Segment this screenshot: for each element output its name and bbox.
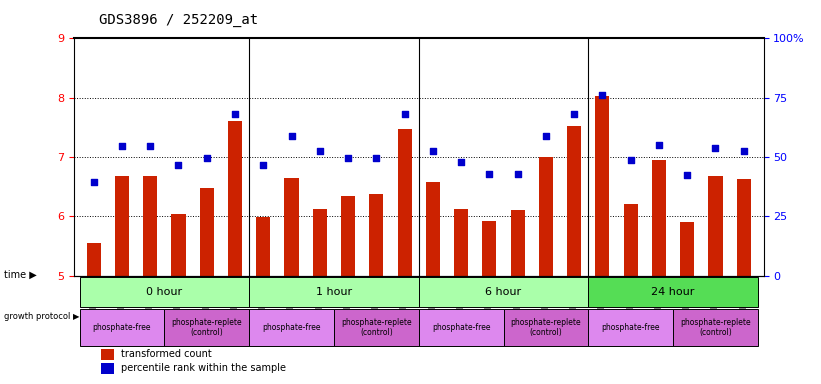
- Bar: [369, 194, 383, 276]
- Bar: [115, 176, 129, 276]
- Bar: [454, 209, 468, 276]
- Bar: [511, 210, 525, 276]
- Text: 1 hour: 1 hour: [316, 287, 352, 297]
- Text: 24 hour: 24 hour: [651, 287, 695, 297]
- Point: [511, 170, 524, 177]
- Point: [87, 179, 100, 185]
- Bar: [313, 209, 327, 276]
- Point: [567, 111, 580, 118]
- Bar: [482, 221, 497, 276]
- Bar: [419, 277, 589, 306]
- Point: [228, 111, 241, 118]
- Bar: [80, 309, 164, 346]
- Bar: [680, 222, 695, 276]
- Bar: [228, 121, 242, 276]
- Text: phosphate-replete
(control): phosphate-replete (control): [511, 318, 581, 337]
- Point: [116, 143, 129, 149]
- Point: [596, 92, 609, 98]
- Point: [257, 162, 270, 168]
- Text: phosphate-free: phosphate-free: [602, 323, 660, 332]
- Text: transformed count: transformed count: [121, 349, 212, 359]
- Point: [398, 111, 411, 118]
- Bar: [200, 188, 213, 276]
- Bar: [284, 178, 299, 276]
- Point: [539, 133, 553, 139]
- Text: 0 hour: 0 hour: [146, 287, 182, 297]
- Point: [455, 159, 468, 165]
- Point: [709, 145, 722, 151]
- Text: phosphate-free: phosphate-free: [262, 323, 321, 332]
- Bar: [341, 195, 355, 276]
- Bar: [652, 160, 666, 276]
- Bar: [419, 309, 503, 346]
- Bar: [397, 129, 411, 276]
- Bar: [164, 309, 249, 346]
- Text: phosphate-replete
(control): phosphate-replete (control): [341, 318, 411, 337]
- Text: phosphate-replete
(control): phosphate-replete (control): [172, 318, 242, 337]
- Point: [342, 155, 355, 161]
- Bar: [249, 277, 419, 306]
- Point: [144, 143, 157, 149]
- Bar: [249, 309, 334, 346]
- Bar: [589, 309, 673, 346]
- Text: time ▶: time ▶: [4, 270, 37, 280]
- Text: GDS3896 / 252209_at: GDS3896 / 252209_at: [99, 13, 258, 27]
- Bar: [736, 179, 751, 276]
- Point: [653, 142, 666, 148]
- Text: phosphate-free: phosphate-free: [93, 323, 151, 332]
- Bar: [256, 217, 270, 276]
- Text: growth protocol ▶: growth protocol ▶: [4, 312, 80, 321]
- Bar: [624, 204, 638, 276]
- Bar: [709, 176, 722, 276]
- Point: [624, 157, 637, 163]
- Text: phosphate-replete
(control): phosphate-replete (control): [680, 318, 750, 337]
- Text: 6 hour: 6 hour: [485, 287, 521, 297]
- Bar: [567, 126, 581, 276]
- Point: [737, 148, 750, 154]
- Text: percentile rank within the sample: percentile rank within the sample: [121, 363, 286, 373]
- Bar: [334, 309, 419, 346]
- Bar: [539, 157, 553, 276]
- Text: phosphate-free: phosphate-free: [432, 323, 490, 332]
- Bar: [503, 309, 589, 346]
- Bar: [673, 309, 758, 346]
- Bar: [102, 362, 114, 374]
- Point: [681, 172, 694, 178]
- Bar: [86, 243, 101, 276]
- Point: [172, 162, 185, 168]
- Bar: [143, 176, 158, 276]
- Bar: [589, 277, 758, 306]
- Point: [200, 155, 213, 161]
- Point: [314, 148, 327, 154]
- Bar: [172, 215, 186, 276]
- Point: [426, 148, 439, 154]
- Bar: [595, 96, 609, 276]
- Point: [483, 170, 496, 177]
- Point: [285, 133, 298, 139]
- Bar: [102, 349, 114, 360]
- Bar: [80, 277, 249, 306]
- Point: [369, 155, 383, 161]
- Bar: [426, 182, 440, 276]
